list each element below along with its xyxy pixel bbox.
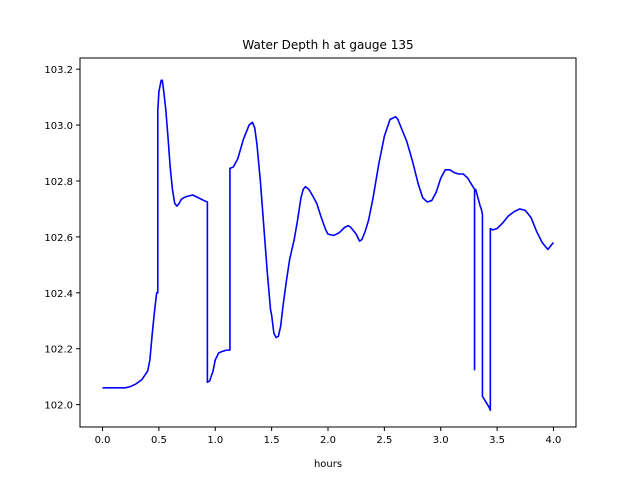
x-tick-label: 3.5 [489, 435, 505, 446]
y-axis: 102.0 102.2 102.4 102.6 102.8 103.0 103.2 [44, 65, 80, 412]
x-tick-label: 1.5 [264, 435, 280, 446]
chart-title: Water Depth h at gauge 135 [242, 38, 413, 52]
x-tick-label: 4.0 [546, 435, 562, 446]
x-tick-label: 0.0 [95, 435, 111, 446]
x-tick-label: 2.5 [376, 435, 392, 446]
x-tick-label: 2.0 [320, 435, 336, 446]
y-tick-label: 102.2 [44, 345, 73, 356]
y-tick-label: 103.2 [44, 65, 73, 76]
x-tick-label: 0.5 [151, 435, 167, 446]
y-tick-label: 102.4 [44, 289, 73, 300]
x-axis-label: hours [314, 459, 342, 470]
x-tick-label: 1.0 [207, 435, 223, 446]
series-line-water-depth [102, 79, 555, 412]
y-tick-label: 102.8 [44, 177, 73, 188]
y-tick-label: 102.0 [44, 401, 73, 412]
y-tick-label: 103.0 [44, 121, 73, 132]
x-tick-label: 3.0 [433, 435, 449, 446]
plot-area [102, 79, 555, 412]
x-axis: 0.0 0.5 1.0 1.5 2.0 2.5 3.0 3.5 4.0 [95, 427, 562, 446]
y-tick-label: 102.6 [44, 233, 73, 244]
